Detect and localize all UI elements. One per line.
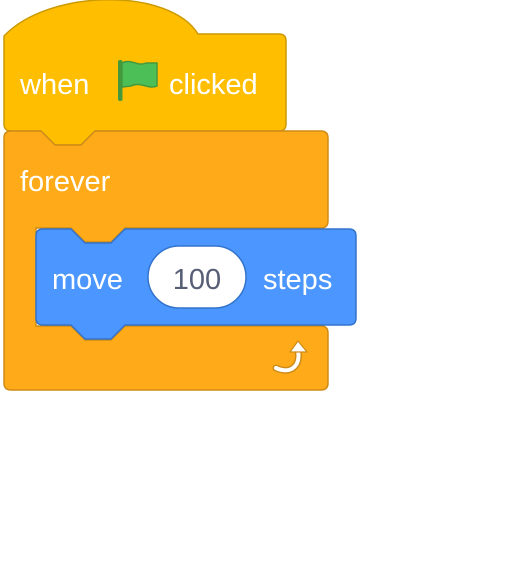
move-label: move — [52, 264, 123, 296]
hat-when-label: when — [19, 69, 89, 101]
steps-input-value: 100 — [173, 264, 221, 296]
forever-block[interactable]: forever — [3, 130, 329, 391]
forever-label: forever — [20, 166, 111, 198]
forever-block-shape — [3, 130, 329, 391]
green-flag-icon[interactable] — [118, 60, 158, 101]
steps-input[interactable]: 100 — [147, 245, 247, 309]
move-steps-block[interactable]: move 100 steps — [35, 228, 357, 340]
rotate-arrow-icon — [272, 340, 308, 374]
hat-clicked-label: clicked — [169, 69, 258, 101]
steps-label: steps — [263, 264, 332, 296]
when-flag-clicked-block[interactable]: when clicked — [3, 0, 287, 146]
